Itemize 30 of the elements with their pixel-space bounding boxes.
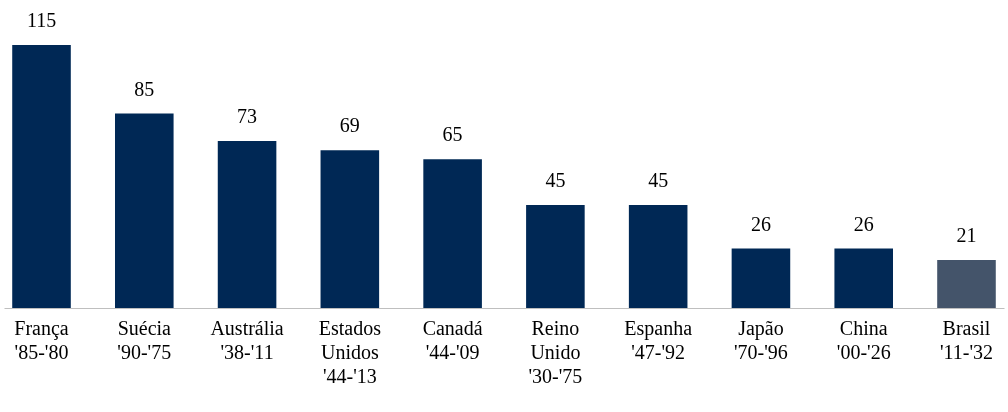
x-tick-label: Austrália '38-'11: [210, 316, 284, 363]
x-tick-label: Espanha '47-'92: [624, 316, 693, 363]
bar: [526, 205, 585, 308]
x-tick-label: Canadá '44-'09: [422, 316, 483, 363]
bar: [628, 205, 688, 308]
bar: [115, 113, 174, 308]
data-label: 45: [545, 169, 566, 192]
data-label: 26: [853, 212, 874, 235]
x-tick-label: França '85-'80: [14, 316, 69, 363]
bar: [320, 150, 380, 308]
x-tick-label: Estados Unidos '44-'13: [318, 316, 382, 387]
data-label: 45: [648, 169, 669, 192]
data-label: 26: [750, 212, 771, 235]
x-tick-label: Reino Unido '30-'75: [528, 316, 583, 387]
data-label: 73: [237, 105, 258, 128]
bar: [12, 45, 71, 308]
data-label: 85: [134, 77, 155, 100]
data-label: 69: [339, 114, 360, 137]
x-tick-label: Japão '70-'96: [734, 316, 788, 363]
bar: [937, 259, 996, 308]
bar: [217, 141, 277, 308]
bar: [731, 248, 791, 308]
data-label: 115: [26, 9, 57, 31]
x-tick-label: Suécia '90-'75: [117, 316, 172, 363]
x-tick-label: Brasil '11-'32: [939, 316, 994, 363]
data-label: 21: [956, 223, 977, 246]
x-tick-label: China '00-'26: [836, 316, 891, 363]
data-label: 65: [442, 123, 463, 146]
bar: [423, 159, 482, 308]
bar: [834, 248, 893, 308]
